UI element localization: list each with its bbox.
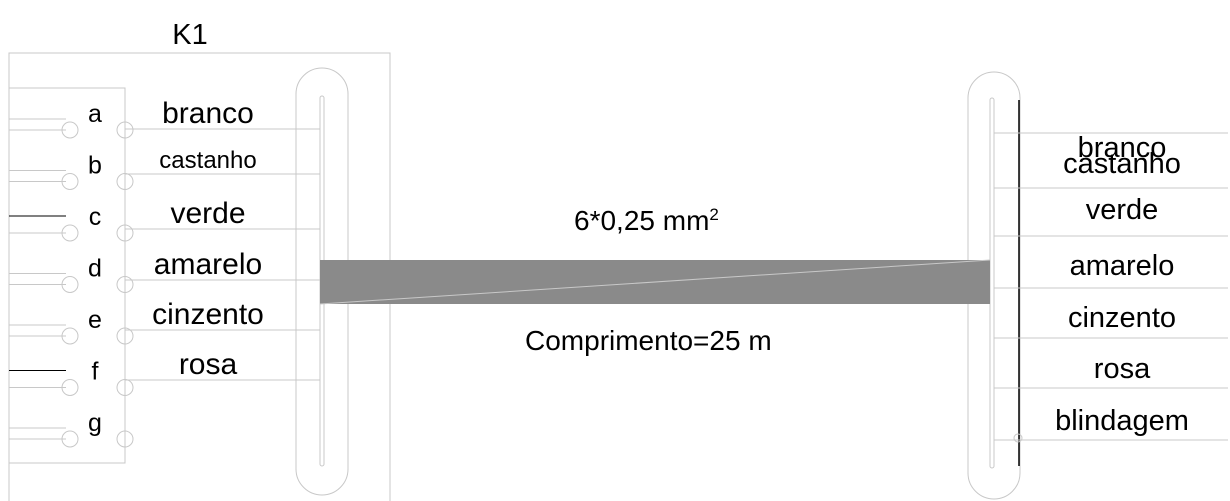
pin-circle-a xyxy=(61,121,79,139)
left-wire-label-rosa: rosa xyxy=(179,348,238,381)
pin-circle-g xyxy=(61,430,79,448)
pin-terminal-g xyxy=(116,430,134,448)
left-wire-label-cinzento: cinzento xyxy=(152,298,264,331)
left-wire-label-amarelo: amarelo xyxy=(154,248,262,281)
pin-letter-c: c xyxy=(89,203,102,231)
pin-circle-f xyxy=(61,379,79,396)
cable-spec-text: 6*0,25 mm xyxy=(574,205,709,236)
cable-length: Comprimento=25 m xyxy=(525,325,772,356)
pin-terminal-a xyxy=(116,121,134,139)
pin-letter-e: e xyxy=(88,306,102,334)
terminal-block xyxy=(8,87,126,464)
pin-terminal-c xyxy=(116,224,134,242)
connector-title: K1 xyxy=(172,19,207,51)
right-wire-label-branco: branco xyxy=(1078,132,1167,164)
pin-letter-f: f xyxy=(92,358,99,386)
pin-terminal-b xyxy=(116,173,134,190)
pin-letter-b: b xyxy=(88,152,102,180)
pin-terminal-d xyxy=(116,276,134,293)
right-wire-lines xyxy=(994,132,1228,441)
left-wire-labels: branco castanho verde amarelo cinzento rosa xyxy=(152,97,264,381)
pin-letter-a: a xyxy=(88,100,102,128)
right-wire-label-amarelo: amarelo xyxy=(1070,250,1175,282)
pin-terminal-f xyxy=(116,379,134,396)
right-wire-label-verde: verde xyxy=(1086,194,1159,226)
pin-circles xyxy=(61,121,134,448)
left-wire-lines xyxy=(9,118,320,440)
pin-circle-b xyxy=(61,173,79,190)
cable-spec-superscript: 2 xyxy=(709,205,718,224)
right-clamp-slot xyxy=(989,97,995,469)
right-wire-label-castanho: castanho xyxy=(1063,148,1181,180)
cable-diagonal xyxy=(319,259,991,305)
right-wire-label-cinzento: cinzento xyxy=(1068,302,1176,334)
left-wire-label-branco: branco xyxy=(162,97,254,130)
right-wire-label-blindagem: blindagem xyxy=(1055,405,1189,437)
left-wire-label-verde: verde xyxy=(170,197,245,230)
left-wire-label-castanho: castanho xyxy=(159,147,256,174)
cable-spec: 6*0,25 mm2 xyxy=(574,205,719,236)
pin-circle-d xyxy=(61,276,79,293)
pin-letter-d: d xyxy=(88,255,102,283)
shield-terminal-circle xyxy=(1013,433,1023,443)
pin-circle-e xyxy=(61,327,79,345)
pin-terminal-e xyxy=(116,327,134,345)
pin-letter-g: g xyxy=(88,409,102,437)
pin-circle-c xyxy=(61,224,79,242)
right-wire-label-rosa: rosa xyxy=(1094,353,1151,385)
